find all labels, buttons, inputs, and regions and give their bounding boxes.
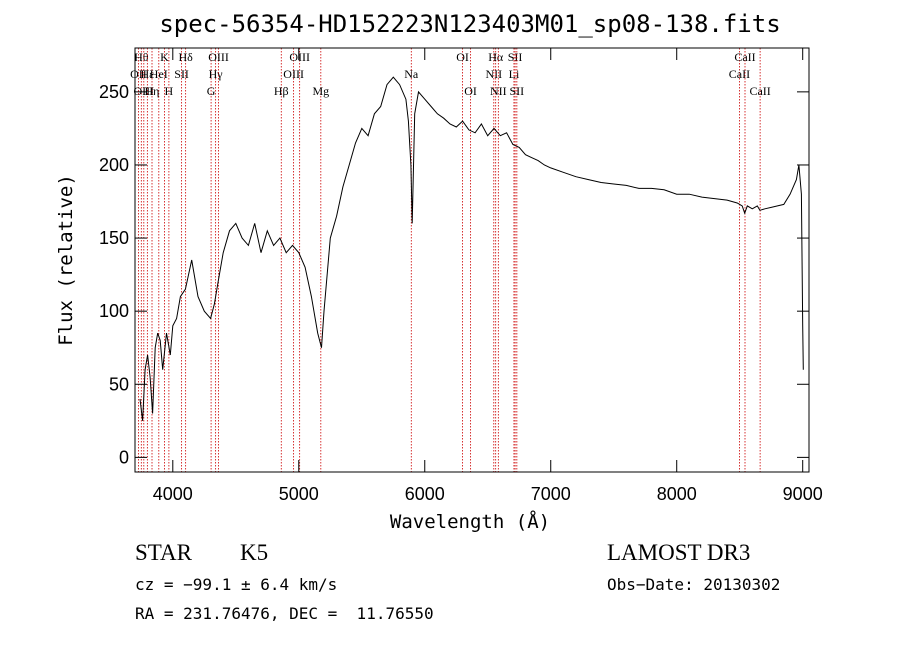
y-tick-label: 250	[99, 82, 129, 102]
y-tick-label: 150	[99, 228, 129, 248]
line-marker-label: Na	[404, 67, 419, 81]
line-marker-label: Hβ	[274, 84, 289, 98]
line-marker-label: NII	[490, 84, 507, 98]
object-type: STAR	[135, 540, 192, 565]
line-marker-label: Hη	[145, 84, 160, 98]
y-tick-label: 100	[99, 301, 129, 321]
line-marker-label: Hθ	[134, 50, 149, 64]
x-tick-label: 5000	[279, 484, 319, 504]
line-marker-label: K	[160, 50, 169, 64]
x-tick-label: 4000	[153, 484, 193, 504]
line-marker-label: Mg	[312, 84, 329, 98]
line-marker-label: OIII	[133, 84, 154, 98]
observation-date: Obs−Date: 20130302	[607, 575, 781, 594]
x-axis: 4000 5000 6000 7000 8000 9000	[153, 48, 823, 504]
line-marker-label: G	[207, 84, 216, 98]
chart-title: spec-56354-HD152223N123403M01_sp08-138.f…	[159, 10, 780, 38]
line-marker-label: NII	[485, 67, 502, 81]
line-marker-label: OIII	[283, 67, 304, 81]
line-marker-label: Hδ	[178, 50, 193, 64]
redshift-velocity: cz = −99.1 ± 6.4 km/s	[135, 575, 338, 594]
line-marker-label: Hε	[140, 67, 154, 81]
line-marker-label: CaII	[749, 84, 770, 98]
line-marker-label: OIII	[208, 50, 229, 64]
coordinates: RA = 231.76476, DEC = 11.76550	[135, 604, 434, 623]
line-marker-label: OII	[130, 67, 147, 81]
line-marker-label: OIII	[289, 50, 310, 64]
x-tick-label: 6000	[405, 484, 445, 504]
y-tick-label: 50	[109, 374, 129, 394]
x-axis-label: Wavelength (Å)	[390, 510, 550, 533]
line-marker-label: Hα	[488, 50, 504, 64]
line-marker-label: H	[165, 84, 174, 98]
line-marker-label: Li	[509, 67, 520, 81]
line-marker-label: Hγ	[209, 67, 224, 81]
survey-name: LAMOST DR3	[607, 540, 751, 565]
line-marker-label: SII	[508, 50, 523, 64]
plot-frame	[134, 47, 810, 473]
x-tick-label: 9000	[783, 484, 823, 504]
line-marker-label: CaII	[729, 67, 750, 81]
x-tick-label: 8000	[657, 484, 697, 504]
x-tick-label: 7000	[531, 484, 571, 504]
line-marker-label: HeI	[150, 67, 168, 81]
y-tick-label: 0	[119, 447, 129, 467]
line-marker-label: OI	[456, 50, 469, 64]
y-axis-label: Flux (relative)	[55, 174, 77, 346]
line-marker-label: OI	[464, 84, 477, 98]
emission-line-markers: OIIHθOIIIHεHηHeIKHSIIHδGHγOIIIHβOIIIOIII…	[130, 48, 771, 472]
spectrum-line	[139, 76, 804, 421]
y-tick-label: 200	[99, 155, 129, 175]
line-marker-label: CaII	[734, 50, 755, 64]
subclass: K5	[240, 540, 269, 565]
y-axis: 0 50 100 150 200 250	[99, 82, 809, 467]
line-marker-label: SII	[174, 67, 189, 81]
line-marker-label: SII	[510, 84, 525, 98]
